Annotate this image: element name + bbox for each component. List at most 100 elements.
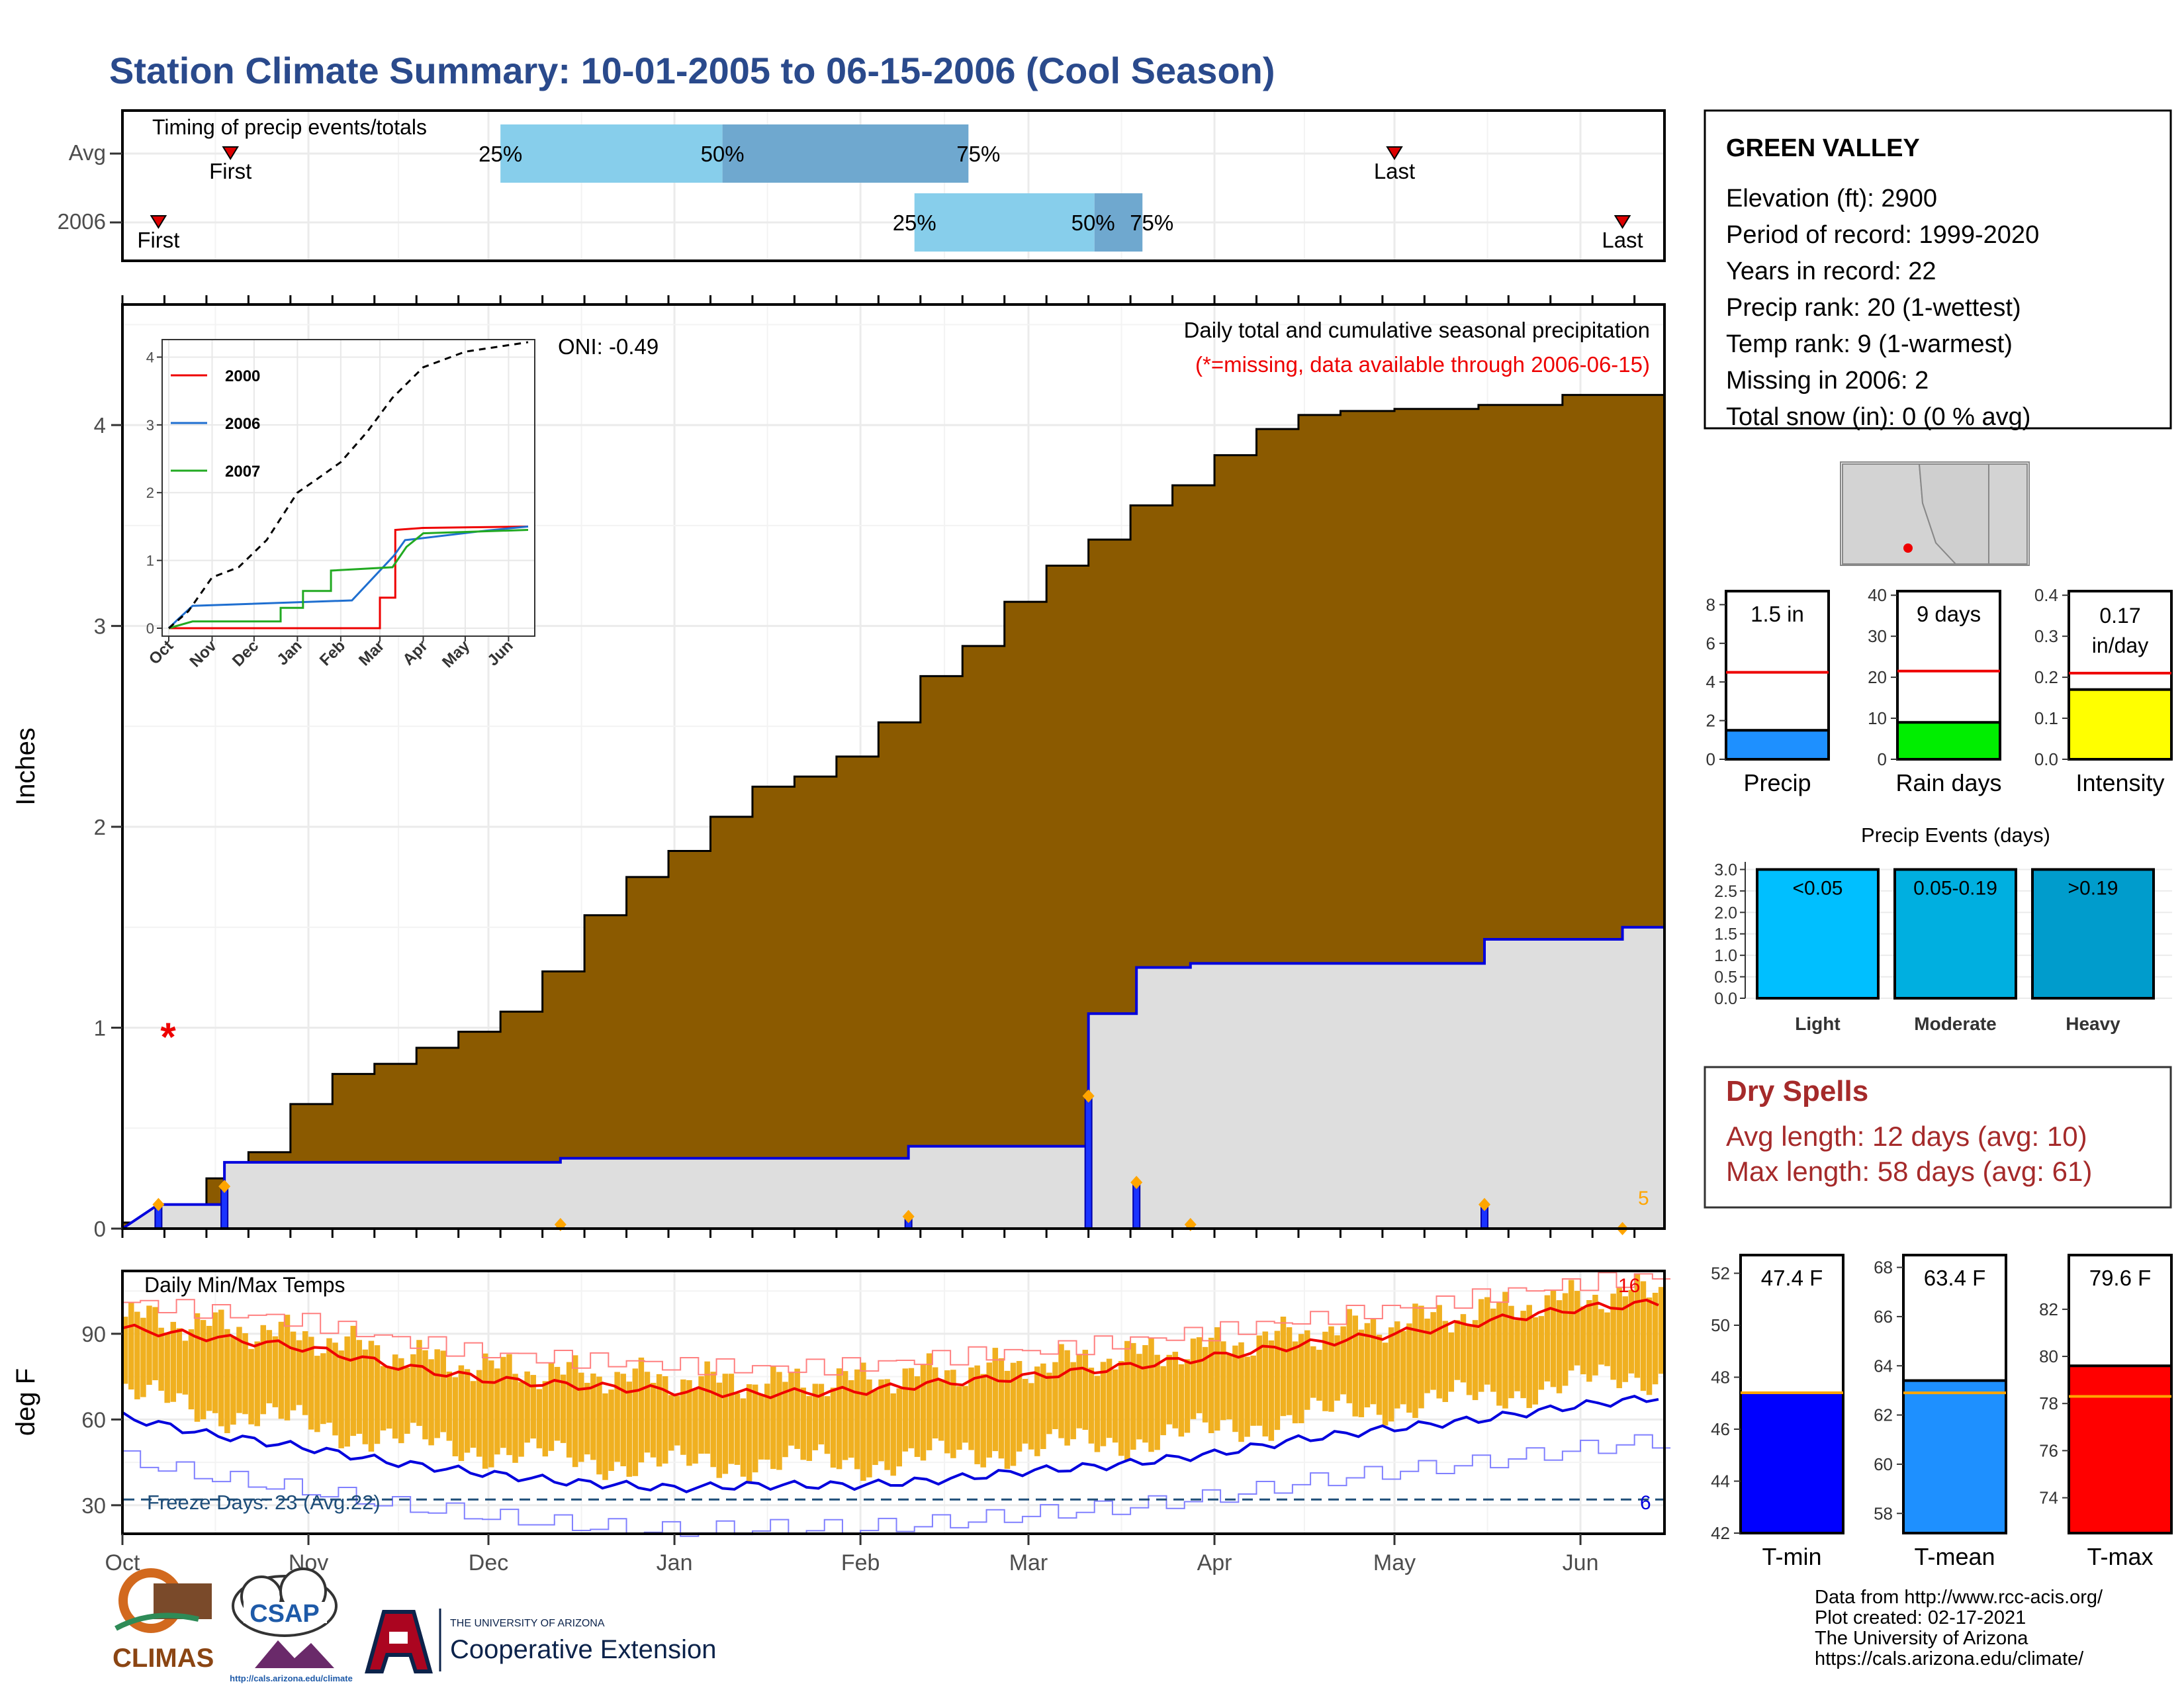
timing-last-label: Last: [1374, 159, 1415, 183]
y-tick-label: 4: [94, 413, 106, 438]
daily-temp-bar: [710, 1372, 716, 1468]
daily-temp-bar: [884, 1379, 890, 1470]
gauge-rain-days: 0 10 20 30 40 9 days Rain days: [1868, 585, 2001, 796]
gauge-y-label: 4: [1706, 672, 1715, 692]
daily-temp-bar: [308, 1336, 314, 1430]
daily-temp-bar: [1364, 1323, 1371, 1408]
daily-temp-bar: [980, 1374, 986, 1468]
record-max-envelope: [122, 1272, 1671, 1376]
events-bar-moderate: [1893, 868, 2017, 1000]
daily-temp-bar: [296, 1340, 302, 1405]
daily-temp-bar: [1112, 1369, 1118, 1443]
event-count-label: 5: [1638, 1188, 1649, 1209]
event-marker: [902, 1209, 915, 1223]
timing-panel: First Last 25% 50% 75% First Last 25% 50% 75% Tim…: [58, 109, 1666, 262]
daily-temp-bar: [830, 1387, 837, 1468]
timing-first-marker: [150, 215, 167, 229]
events-y-label: 0.5: [1714, 968, 1737, 987]
record-min-envelope: [122, 1434, 1671, 1537]
daily-temp-bar: [1406, 1323, 1412, 1413]
daily-temp-bar: [1076, 1354, 1082, 1429]
daily-temp-bar: [1622, 1296, 1629, 1382]
timing-title: Timing of precip events/totals: [152, 115, 427, 139]
gauge-y-label: 0.2: [2034, 667, 2058, 687]
daily-temp-bar: [854, 1369, 860, 1470]
month-label: Mar: [1009, 1550, 1048, 1575]
daily-temp-bar: [1424, 1318, 1430, 1393]
daily-temp-bar: [518, 1382, 524, 1457]
daily-temp-bar: [542, 1381, 549, 1457]
daily-temp-bar: [1574, 1291, 1580, 1366]
daily-temp-bar: [134, 1311, 140, 1399]
daily-temp-bar: [1616, 1286, 1622, 1389]
station-line: Years in record: 22: [1726, 258, 1936, 285]
daily-temp-bar: [122, 1317, 128, 1384]
daily-temp-bar: [182, 1340, 189, 1395]
daily-temp-bar: [836, 1368, 842, 1470]
daily-temp-bar: [1388, 1327, 1394, 1422]
station-name: GREEN VALLEY: [1726, 134, 1920, 162]
daily-temp-bar: [1472, 1320, 1479, 1401]
daily-temp-bar: [1004, 1370, 1011, 1469]
daily-temp-bar: [1478, 1299, 1484, 1392]
daily-temp-bar: [608, 1389, 614, 1472]
ua-small-text: THE UNIVERSITY OF ARIZONA: [450, 1618, 605, 1629]
credit-line: https://cals.arizona.edu/climate/: [1815, 1648, 2084, 1669]
ua-logo: THE UNIVERSITY OF ARIZONA Cooperative Ex…: [365, 1609, 716, 1673]
daily-temp-bar: [1490, 1308, 1496, 1392]
daily-temp-bar: [470, 1381, 477, 1448]
daily-temp-bar: [494, 1368, 500, 1455]
timing-band-50-75: [722, 124, 969, 183]
month-label: Jun: [1563, 1550, 1599, 1575]
gauge-bar: [1902, 1379, 2007, 1535]
timing-band-25-50: [500, 124, 723, 183]
daily-temp-bar: [1202, 1346, 1208, 1423]
daily-temp-bar: [1370, 1318, 1377, 1405]
daily-temp-bar: [1040, 1363, 1046, 1450]
daily-temp-bar: [1586, 1300, 1592, 1382]
event-marker: [218, 1180, 231, 1194]
temperature-panel: Daily Min/Max Temps Freeze Days: 23 (Avg…: [11, 1270, 1671, 1575]
daily-temp-bar: [1454, 1320, 1461, 1380]
daily-temp-bar: [1568, 1280, 1574, 1371]
daily-temp-bar: [992, 1348, 999, 1452]
month-label: May: [1373, 1550, 1416, 1575]
events-y-label: 2.5: [1714, 882, 1737, 901]
daily-temp-bar: [1544, 1295, 1551, 1382]
gauge-value-label: 1.5 in: [1751, 602, 1804, 626]
daily-temp-bar: [524, 1371, 530, 1443]
timing-p25-label: 25%: [893, 211, 936, 235]
daily-temp-bar: [1298, 1334, 1304, 1424]
daily-temp-bar: [1484, 1297, 1490, 1385]
gauge-y-label: 60: [1874, 1454, 1893, 1474]
gauge-t-max: 74 76 78 80 82 79.6 F T-max: [2039, 1254, 2173, 1570]
gauge-value-label: 0.17: [2099, 604, 2140, 628]
daily-temp-bar: [1322, 1331, 1328, 1411]
temp-frame: [121, 1270, 1666, 1535]
daily-temp-bar: [1292, 1341, 1298, 1424]
daily-temp-bar: [602, 1393, 608, 1480]
daily-temp-bar: [554, 1366, 561, 1441]
daily-temp-bar: [500, 1356, 506, 1448]
daily-temp-bar: [404, 1367, 410, 1434]
daily-temp-bar: [662, 1376, 668, 1464]
daily-temp-bar: [944, 1370, 950, 1454]
gauge-y-label: 46: [1711, 1419, 1730, 1439]
daily-temp-bar: [740, 1398, 747, 1477]
daily-temp-bar: [746, 1384, 752, 1483]
daily-temp-bar: [374, 1345, 381, 1444]
month-label: Oct: [105, 1550, 140, 1575]
precip-panel: Daily total and cumulative seasonal prec…: [11, 295, 1666, 1241]
daily-temp-bar: [926, 1353, 933, 1450]
daily-temp-bar: [1226, 1354, 1232, 1420]
daily-temp-bar: [344, 1336, 350, 1447]
gauge-y-label: 64: [1874, 1356, 1893, 1376]
gauge-y-label: 2: [1706, 711, 1715, 731]
daily-temp-bar: [1214, 1327, 1220, 1431]
daily-temp-bar: [1208, 1337, 1214, 1434]
station-line: Temp rank: 9 (1-warmest): [1726, 330, 2013, 358]
daily-temp-bar: [1280, 1316, 1287, 1417]
daily-temp-bar: [350, 1325, 356, 1436]
daily-temp-bar: [1244, 1356, 1250, 1437]
gauge-y-label: 52: [1711, 1263, 1730, 1283]
